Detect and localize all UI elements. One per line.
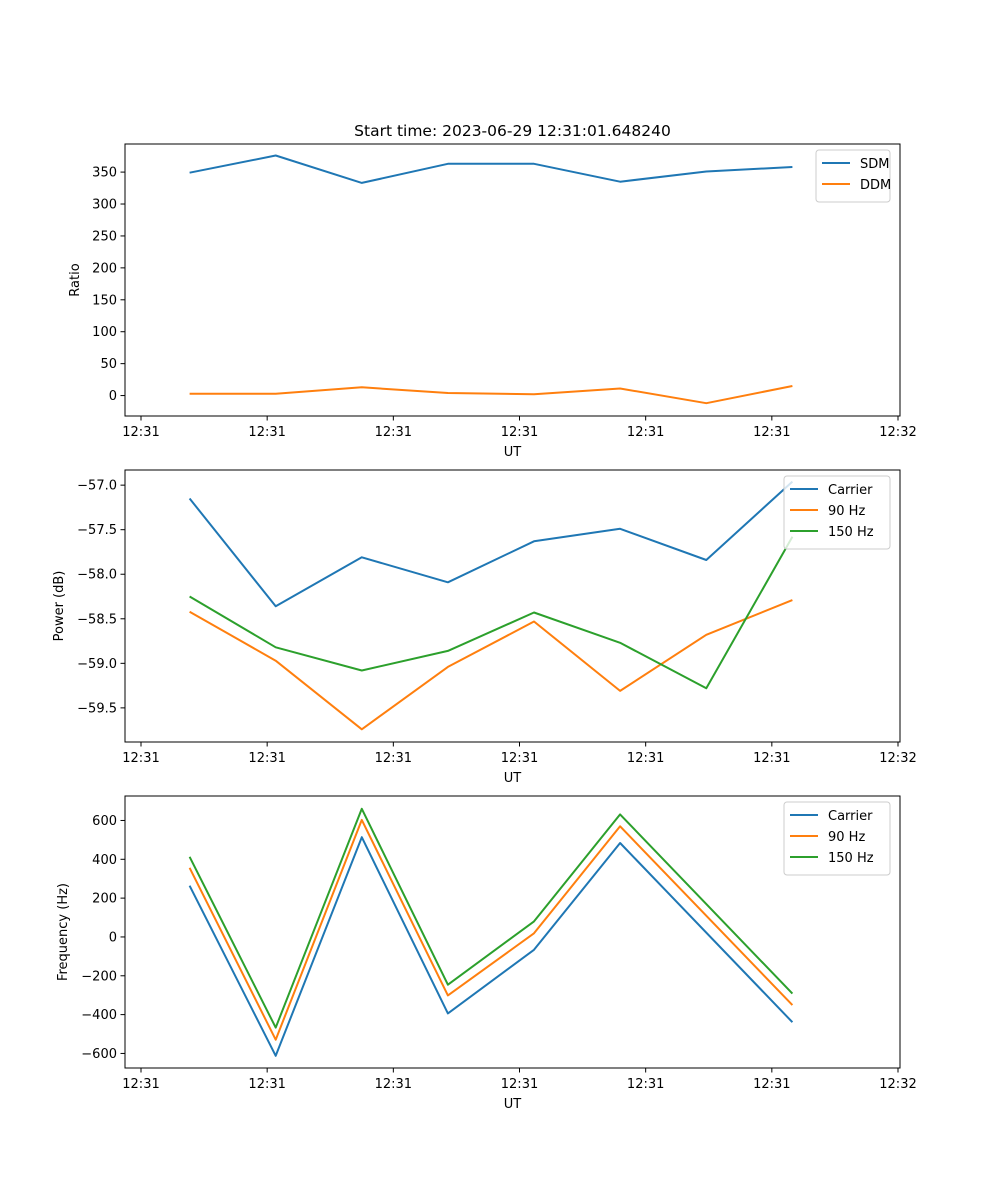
x-tick-label: 12:31 xyxy=(122,751,159,766)
x-tick-label: 12:32 xyxy=(879,425,916,440)
y-axis-label: Power (dB) xyxy=(52,571,67,642)
x-tick-label: 12:31 xyxy=(375,1077,412,1092)
legend: SDM DDM xyxy=(815,149,891,203)
legend-label: 90 Hz xyxy=(828,830,865,845)
y-tick-label: −58.5 xyxy=(77,612,117,627)
legend-label: 150 Hz xyxy=(828,525,874,540)
charts-container: 12:31 12:31 12:31 12:31 12:31 12:31 12:32 0 50 10… xyxy=(52,143,917,1112)
y-tick-label: 200 xyxy=(92,261,117,276)
y-tick-label: 50 xyxy=(100,357,117,372)
y-tick-label: 600 xyxy=(92,814,117,829)
y-tick-label: −58.0 xyxy=(77,568,117,583)
plot-area xyxy=(124,143,901,417)
x-tick-label: 12:32 xyxy=(879,751,916,766)
x-tick-label: 12:31 xyxy=(753,425,790,440)
chart-panel-1: 12:31 12:31 12:31 12:31 12:31 12:31 12:32 0 50 10… xyxy=(68,143,917,460)
legend-label: Carrier xyxy=(828,483,873,498)
y-tick-label: 100 xyxy=(92,325,117,340)
x-tick-label: 12:31 xyxy=(501,425,538,440)
x-tick-label: 12:31 xyxy=(122,1077,159,1092)
x-tick-label: 12:31 xyxy=(122,425,159,440)
x-axis-label: UT xyxy=(504,1097,522,1112)
y-tick-label: −59.5 xyxy=(77,701,117,716)
x-tick-label: 12:31 xyxy=(501,751,538,766)
x-tick-label: 12:31 xyxy=(248,425,285,440)
chart-panel-3: 12:31 12:31 12:31 12:31 12:31 12:31 12:32 −600 −… xyxy=(56,795,917,1112)
y-tick-label: −59.0 xyxy=(77,657,117,672)
x-tick-label: 12:32 xyxy=(879,1077,916,1092)
y-tick-label: 0 xyxy=(109,389,117,404)
series-line-150-hz xyxy=(189,536,794,690)
x-tick-label: 12:31 xyxy=(753,1077,790,1092)
y-axis-label: Ratio xyxy=(68,263,83,296)
series-line-ddm xyxy=(189,385,793,405)
series-line-carrier xyxy=(188,480,794,608)
x-tick-label: 12:31 xyxy=(627,425,664,440)
legend-label: Carrier xyxy=(828,809,873,824)
series-line-sdm xyxy=(189,154,793,184)
series-line-carrier xyxy=(188,836,794,1057)
x-tick-label: 12:31 xyxy=(375,425,412,440)
legend-label: DDM xyxy=(860,178,891,193)
x-axis-label: UT xyxy=(504,445,522,460)
plot-area xyxy=(124,795,901,1069)
x-tick-label: 12:31 xyxy=(753,751,790,766)
y-tick-label: 0 xyxy=(109,930,117,945)
y-tick-label: −200 xyxy=(81,969,117,984)
x-tick-label: 12:31 xyxy=(375,751,412,766)
legend-label: 150 Hz xyxy=(828,851,874,866)
x-tick-label: 12:31 xyxy=(627,751,664,766)
plot-area xyxy=(124,469,901,743)
y-tick-label: 300 xyxy=(92,198,117,213)
y-tick-label: 350 xyxy=(92,166,117,181)
chart-panel-2: 12:31 12:31 12:31 12:31 12:31 12:31 12:32 −59.5… xyxy=(52,469,917,786)
x-axis-label: UT xyxy=(504,771,522,786)
y-tick-label: −400 xyxy=(81,1008,117,1023)
y-tick-label: 250 xyxy=(92,229,117,244)
legend-label: 90 Hz xyxy=(828,504,865,519)
series-line-90-hz xyxy=(188,818,794,1041)
x-tick-label: 12:31 xyxy=(627,1077,664,1092)
y-axis-label: Frequency (Hz) xyxy=(56,883,71,981)
y-tick-label: 150 xyxy=(92,293,117,308)
y-tick-label: 400 xyxy=(92,853,117,868)
chart-title: Start time: 2023-06-29 12:31:01.648240 xyxy=(354,122,671,140)
y-tick-label: −57.5 xyxy=(77,523,117,538)
x-tick-label: 12:31 xyxy=(501,1077,538,1092)
legend-label: SDM xyxy=(860,157,889,172)
y-tick-label: 200 xyxy=(92,892,117,907)
y-tick-label: −57.0 xyxy=(77,479,117,494)
legend: Carrier 90 Hz 150 Hz xyxy=(783,475,891,550)
y-tick-label: −600 xyxy=(81,1047,117,1062)
series-line-90-hz xyxy=(189,599,793,731)
x-tick-label: 12:31 xyxy=(248,1077,285,1092)
legend: Carrier 90 Hz 150 Hz xyxy=(783,801,891,876)
x-tick-label: 12:31 xyxy=(248,751,285,766)
series-line-150-hz xyxy=(188,807,794,1029)
